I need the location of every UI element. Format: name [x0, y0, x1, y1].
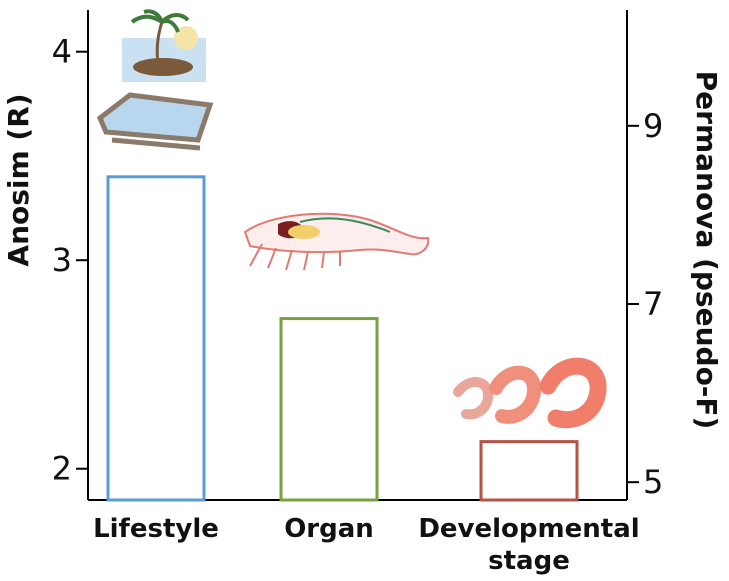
bar — [279, 317, 379, 502]
category-label: stage — [488, 546, 570, 576]
bars — [106, 175, 579, 502]
right-axis-title: Permanova (pseudo-F) — [690, 71, 723, 430]
right-tick-label: 9 — [643, 107, 663, 145]
left-tick-label: 3 — [52, 241, 72, 279]
category-label: Developmental — [418, 514, 639, 544]
left-tick-label: 2 — [52, 450, 72, 488]
aquaculture-pond-icon — [96, 92, 214, 151]
shrimp-organ-icon — [243, 212, 430, 271]
bar — [479, 440, 579, 502]
left-axis-title: Anosim (R) — [2, 93, 35, 266]
category-label: Organ — [284, 514, 374, 544]
right-tick-label: 5 — [643, 463, 663, 501]
category-label: Lifestyle — [93, 514, 219, 544]
right-axis-ticks: 5 7 9 — [627, 107, 663, 501]
right-tick-label: 7 — [643, 285, 663, 323]
left-axis-ticks: 2 3 4 — [52, 33, 88, 488]
left-tick-label: 4 — [52, 33, 72, 71]
shrimp-stages-icon — [453, 357, 607, 429]
bar — [106, 175, 206, 502]
island-icon — [122, 9, 206, 82]
